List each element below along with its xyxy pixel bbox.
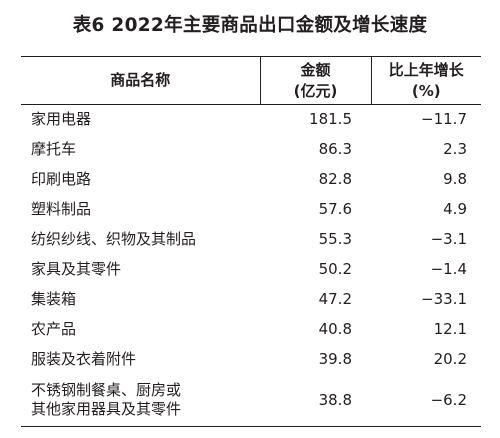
amount-value: 86.3: [318, 140, 352, 158]
header-amount-label: 金额: [300, 60, 331, 79]
growth-value: 12.1: [433, 320, 467, 338]
amount-value: 181.5: [309, 110, 352, 129]
amount-value: 47.2: [318, 290, 352, 308]
table-row: 家具及其零件 50.2 −1.4: [21, 255, 481, 285]
header-growth-unit: (%): [411, 81, 441, 100]
growth-value: −6.2: [371, 374, 481, 427]
commodity-name: 集装箱: [31, 290, 77, 308]
amount-value: 82.8: [318, 170, 352, 188]
export-table: 商品名称 金额 (亿元) 比上年增长 (%) 家用电器 181.5 −11.7 …: [21, 56, 481, 427]
header-growth: 比上年增长 (%): [370, 56, 481, 105]
table-row: 农产品 40.8 12.1: [21, 315, 481, 345]
growth-value: −33.1: [421, 290, 467, 308]
amount-value: 57.6: [318, 200, 352, 218]
table-row: 纺织纱线、织物及其制品 55.3 −3.1: [21, 225, 481, 255]
table-row: 摩托车 86.3 2.3: [21, 135, 481, 165]
growth-value: 20.2: [433, 350, 467, 368]
table-row: 家用电器 181.5 −11.7: [21, 105, 481, 135]
commodity-name: 摩托车: [31, 140, 77, 158]
table-row: 不锈钢制餐桌、厨房或 其他家用器具及其零件 38.8 −6.2: [21, 374, 481, 427]
commodity-name: 服装及衣着附件: [31, 350, 137, 368]
header-amount: 金额 (亿元): [259, 56, 371, 105]
amount-value: 50.2: [318, 260, 352, 278]
commodity-name: 塑料制品: [31, 200, 92, 218]
growth-value: 2.3: [443, 140, 467, 158]
table-header-row: 商品名称 金额 (亿元) 比上年增长 (%): [21, 56, 481, 105]
header-amount-unit: (亿元): [293, 81, 338, 100]
growth-value: 4.9: [443, 200, 467, 218]
amount-value: 55.3: [318, 230, 352, 248]
amount-value: 38.8: [260, 374, 371, 427]
commodity-name: 纺织纱线、织物及其制品: [31, 230, 197, 248]
growth-value: 9.8: [443, 170, 467, 188]
amount-value: 40.8: [318, 320, 352, 338]
table-row: 塑料制品 57.6 4.9: [21, 195, 481, 225]
growth-value: −3.1: [430, 230, 467, 248]
commodity-name: 家具及其零件: [31, 260, 122, 278]
commodity-name: 农产品: [31, 320, 77, 338]
growth-value: −11.7: [421, 110, 467, 129]
growth-value: −1.4: [430, 260, 467, 278]
table-row: 集装箱 47.2 −33.1: [21, 285, 481, 315]
amount-value: 39.8: [318, 350, 352, 368]
commodity-name-line2: 其他家用器具及其零件: [31, 400, 182, 419]
header-commodity-name: 商品名称: [21, 56, 260, 105]
commodity-name: 家用电器: [31, 110, 92, 129]
table-row: 服装及衣着附件 39.8 20.2: [21, 345, 481, 375]
commodity-name-line1: 不锈钢制餐桌、厨房或: [31, 381, 182, 400]
commodity-name: 印刷电路: [31, 170, 92, 188]
table-row: 印刷电路 82.8 9.8: [21, 165, 481, 195]
header-growth-label: 比上年增长: [388, 60, 464, 79]
table-title: 表6 2022年主要商品出口金额及增长速度: [72, 15, 428, 36]
commodity-name: 不锈钢制餐桌、厨房或 其他家用器具及其零件: [21, 374, 260, 427]
